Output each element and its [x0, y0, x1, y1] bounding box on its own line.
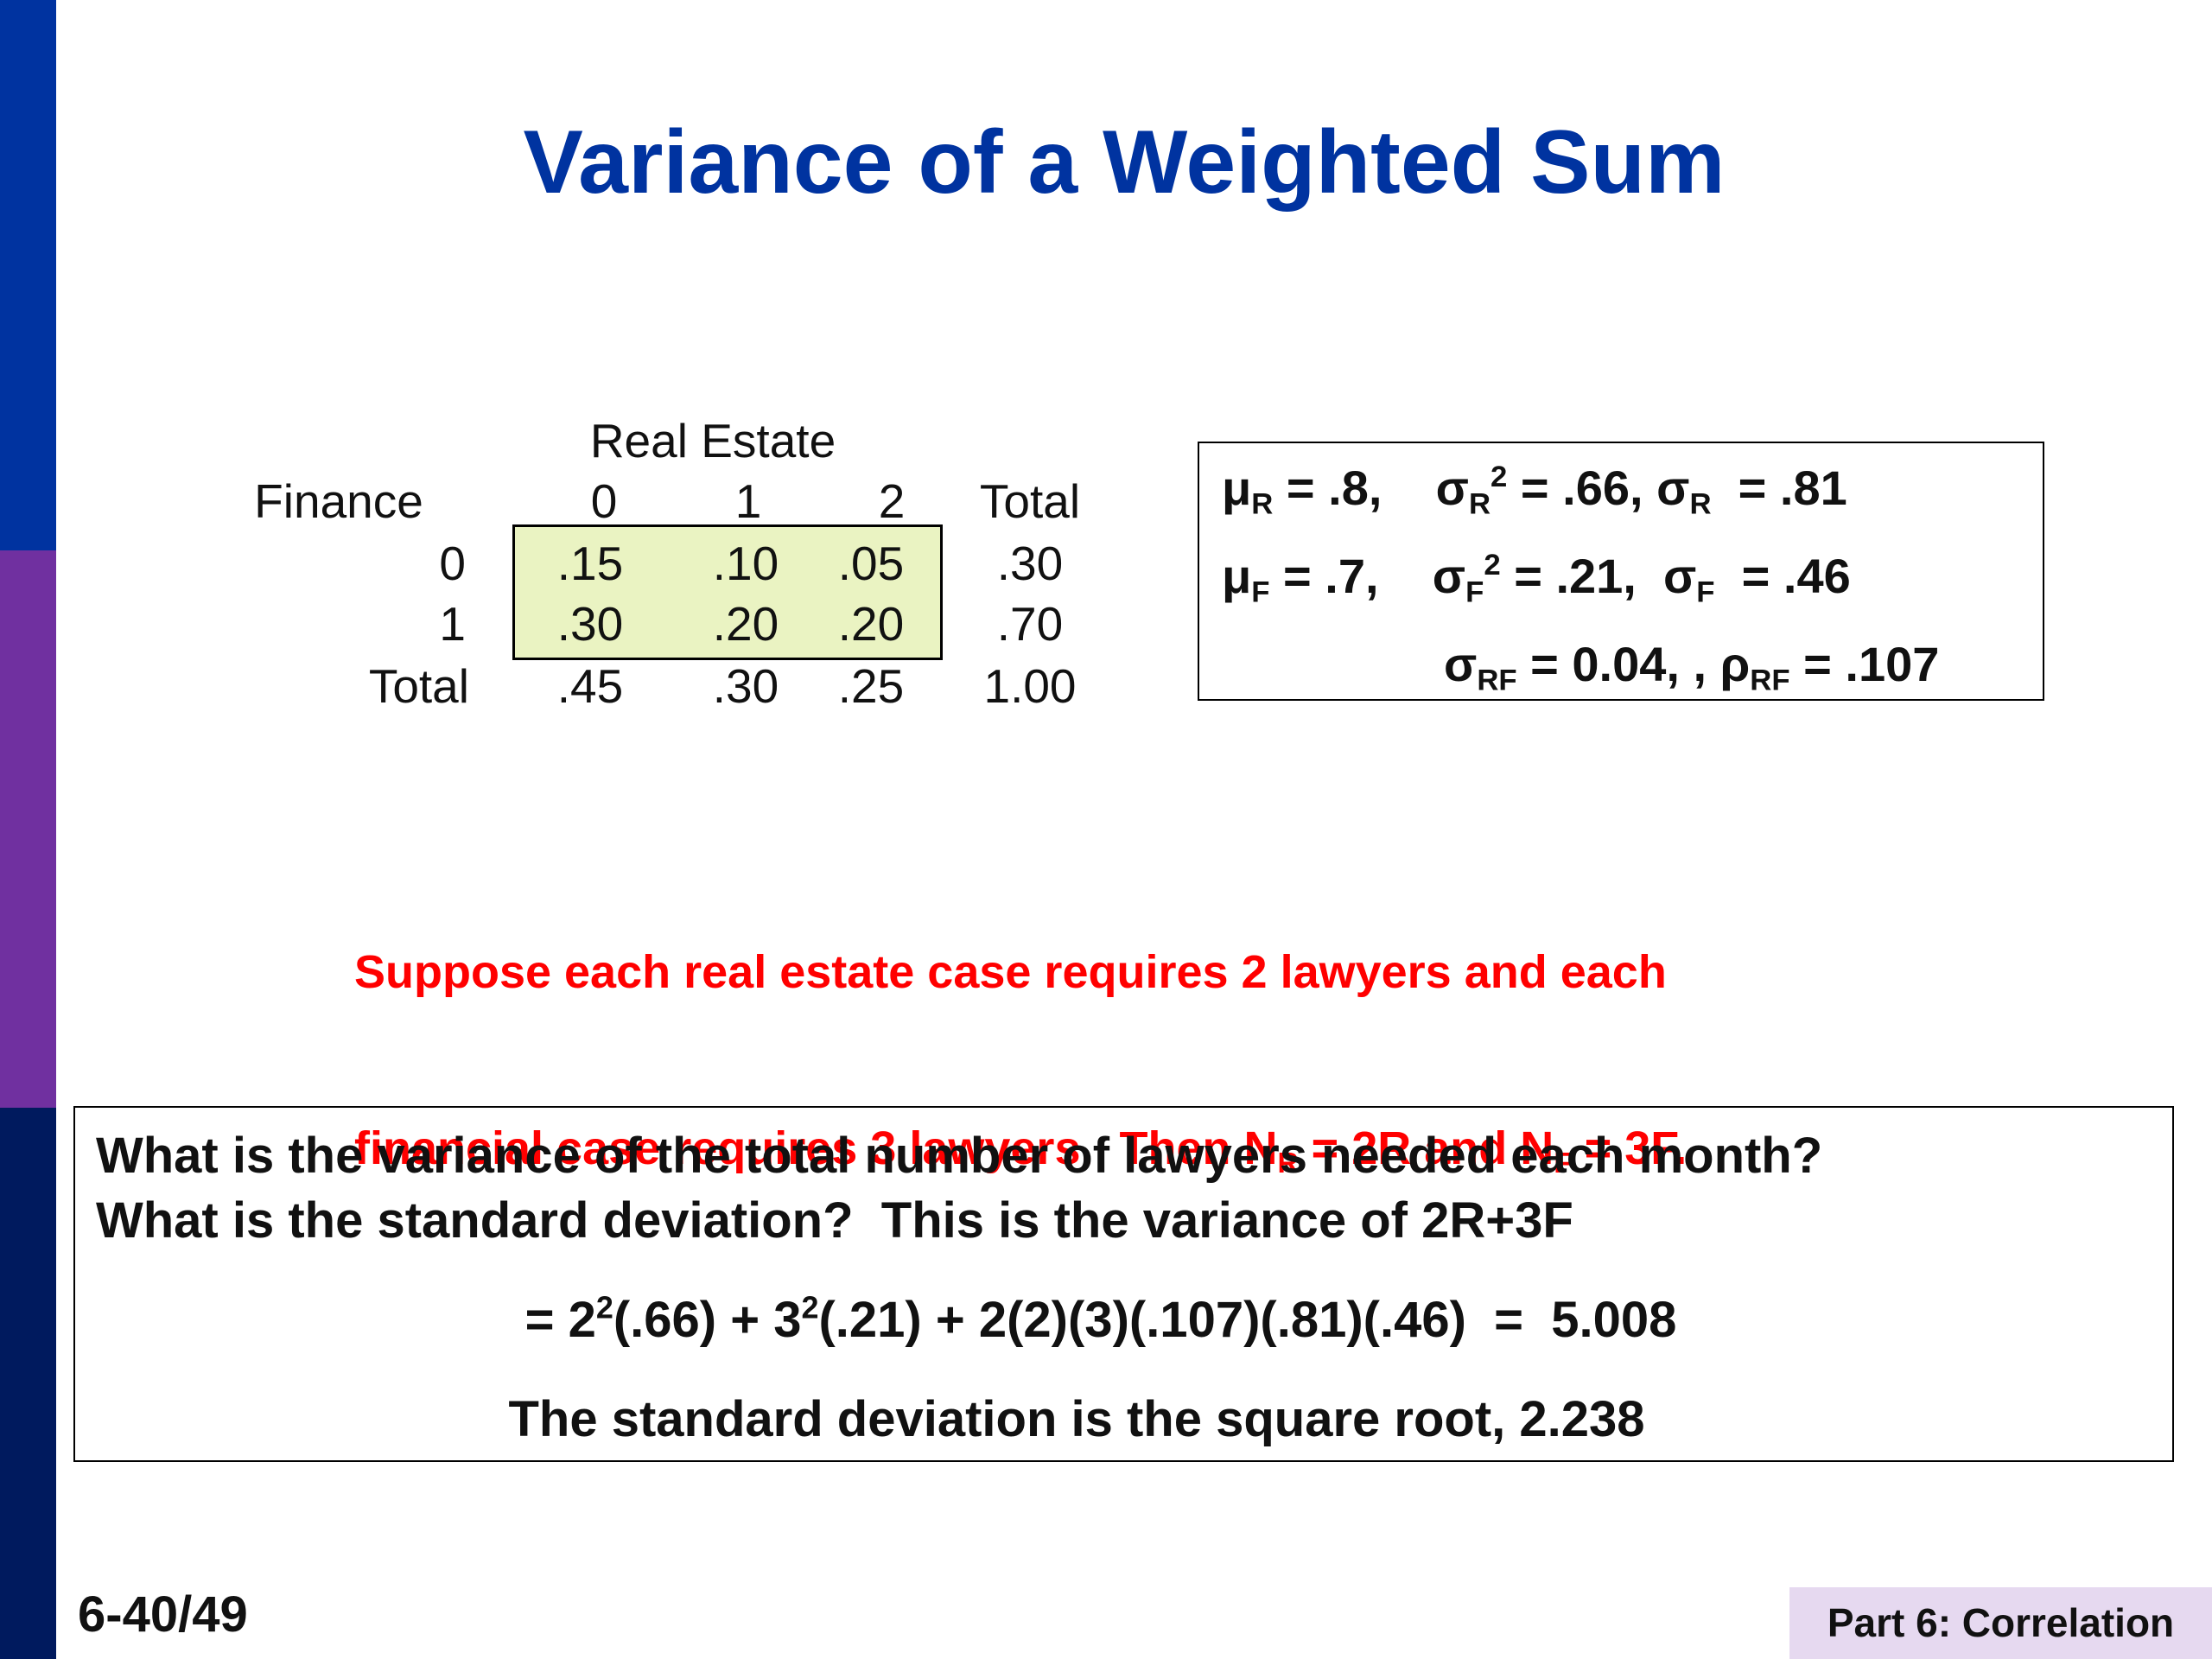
column-label: 0 [590, 474, 618, 528]
text-run: Suppose each real estate case requires 2… [354, 946, 1667, 998]
note: Suppose each real estate case requires 2… [354, 825, 1687, 1236]
question-line: What is the variance of the total number… [96, 1128, 1823, 1184]
table-cell: .30 [712, 659, 779, 713]
text-run: = .46 [1714, 549, 1851, 603]
text-run: = .66, σ [1507, 461, 1690, 515]
stats-line: μR = .8, σR2 = .66, σR = .81 [1222, 459, 1847, 521]
row-label: 1 [439, 597, 466, 651]
text-run: (.66) + 3 [613, 1292, 802, 1348]
row-total: .30 [996, 537, 1064, 590]
text-run: = 2 [524, 1292, 596, 1348]
section-label: Part 6: Correlation [1789, 1587, 2212, 1659]
subscript: R [1689, 487, 1712, 521]
table-cell: .45 [556, 659, 624, 713]
note-line: Suppose each real estate case requires 2… [354, 943, 1687, 1001]
stats-line: σRF = 0.04, , ρRF = .107 [1444, 635, 1940, 697]
table-cell: .05 [837, 537, 905, 590]
formula: = 22(.66) + 32(.21) + 2(2)(3)(.107)(.81)… [525, 1289, 1677, 1351]
side-bar-blue [0, 0, 56, 550]
table-cell: .15 [556, 537, 624, 590]
text-run: financial case requires 3 lawyers. Then … [354, 1122, 1278, 1174]
row-header: Finance [254, 474, 423, 528]
subscript: R [1468, 487, 1491, 521]
subscript: RF [1750, 664, 1790, 697]
subscript: F [1554, 1147, 1572, 1180]
table-cell: .20 [712, 597, 779, 651]
table-cell: .30 [556, 597, 624, 651]
text-run: = 2R and N [1298, 1122, 1554, 1174]
conclusion: The standard deviation is the square roo… [508, 1391, 1645, 1447]
supscript: 2 [595, 1289, 613, 1325]
text-run: = .81 [1711, 461, 1847, 515]
text-run: = .7, σ [1269, 549, 1466, 603]
column-label: Total [979, 474, 1081, 528]
note-line: financial case requires 3 lawyers. Then … [354, 1119, 1687, 1178]
stats-line: μF = .7, σF2 = .21, σF = .46 [1222, 547, 1851, 609]
table-header: Real Estate [589, 414, 836, 467]
subscript: F [1696, 575, 1715, 609]
row-label: 0 [439, 537, 466, 590]
text-run: = 0.04, , ρ [1516, 637, 1751, 691]
subscript: RF [1477, 664, 1517, 697]
table-cell: .25 [837, 659, 905, 713]
question-box: What is the variance of the total number… [73, 1106, 2174, 1462]
side-bar-navy [0, 1108, 56, 1659]
text-run: (.21) + 2(2)(3)(.107)(.81)(.46) = 5.008 [818, 1292, 1677, 1348]
supscript: 2 [1484, 549, 1501, 582]
row-total: .70 [996, 597, 1064, 651]
text-run: = .21, σ [1500, 549, 1697, 603]
text-run: μ [1222, 461, 1252, 515]
text-run: = .107 [1789, 637, 1940, 691]
supscript: 2 [1491, 461, 1508, 494]
page-number: 6-40/49 [78, 1586, 248, 1643]
row-total: 1.00 [983, 659, 1077, 713]
table-highlight [512, 524, 943, 660]
supscript: 2 [801, 1289, 819, 1325]
table-cell: .20 [837, 597, 905, 651]
title: Variance of a Weighted Sum [523, 112, 1726, 213]
stats-box: μR = .8, σR2 = .66, σR = .81 μF = .7, σF… [1198, 442, 2044, 701]
text-run: μ [1222, 549, 1252, 603]
subscript: F [1251, 575, 1270, 609]
subscript: R [1277, 1147, 1299, 1180]
subscript: F [1465, 575, 1484, 609]
subscript: R [1251, 487, 1274, 521]
text-run: = 3F. [1571, 1122, 1688, 1174]
text-run: σ [1444, 637, 1478, 691]
column-label: 1 [734, 474, 762, 528]
table-cell: .10 [712, 537, 779, 590]
question-line: What is the standard deviation? This is … [96, 1192, 1573, 1249]
column-label: 2 [878, 474, 906, 528]
text-run: = .8, σ [1273, 461, 1469, 515]
side-bar-purple [0, 550, 56, 1108]
row-label: Total [368, 659, 469, 713]
